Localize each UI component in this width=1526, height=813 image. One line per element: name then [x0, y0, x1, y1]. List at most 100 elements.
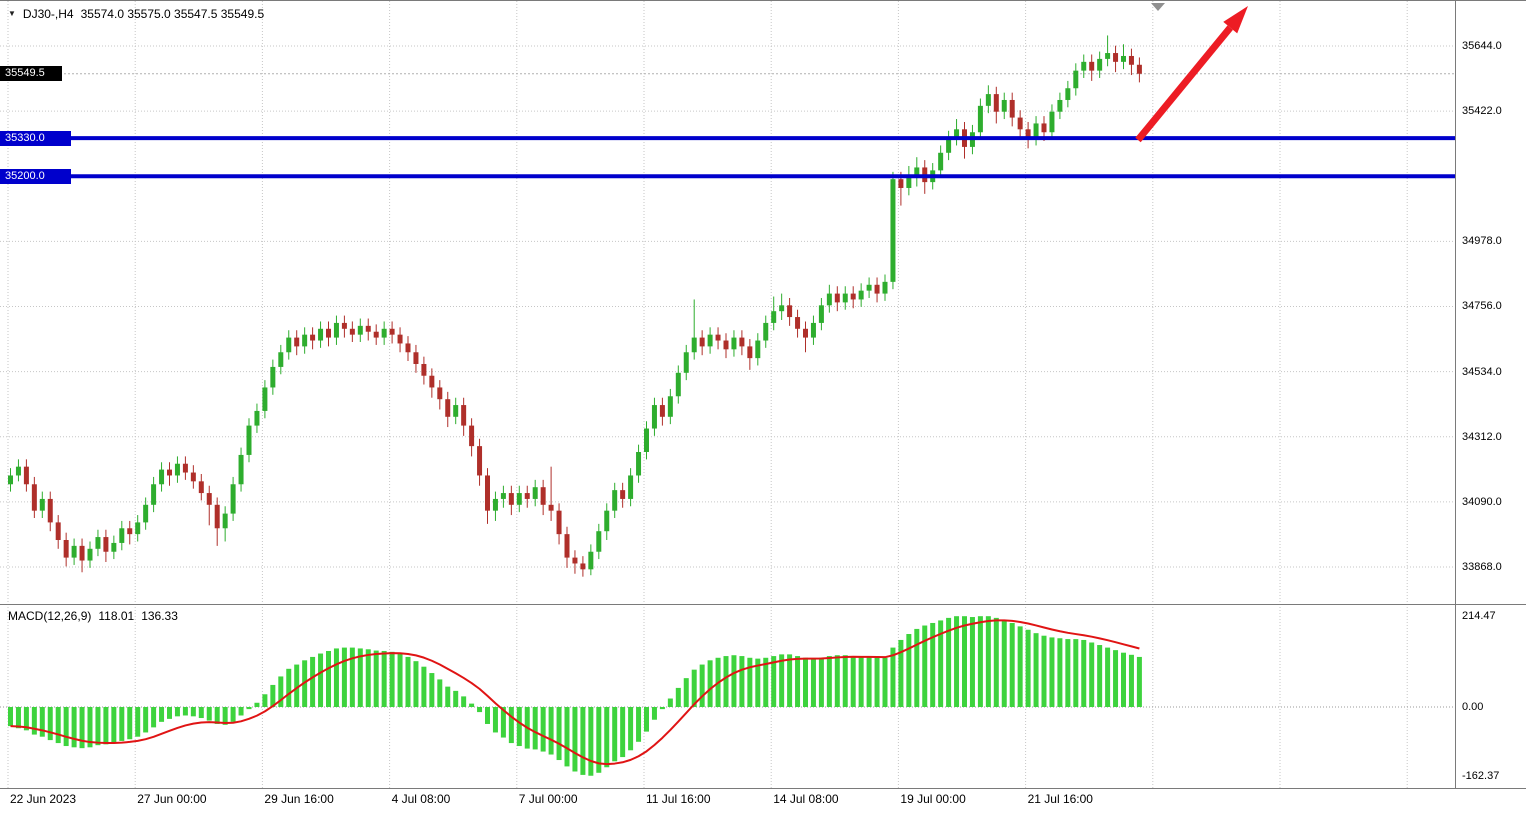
candle-bull	[95, 537, 101, 549]
candle-bull	[644, 428, 649, 452]
candle-bear	[850, 293, 856, 300]
candle-bear	[1017, 117, 1023, 130]
macd-histogram-bar	[254, 702, 260, 707]
candle-bull	[1121, 55, 1126, 62]
candle-bear	[620, 490, 626, 499]
macd-histogram-bar	[286, 668, 292, 707]
macd-histogram-bar	[636, 707, 642, 742]
candle-bear	[413, 352, 419, 364]
macd-histogram-bar	[683, 678, 689, 707]
macd-histogram-bar	[437, 679, 443, 707]
macd-histogram-bar	[1025, 629, 1031, 707]
candle-bull	[1065, 88, 1071, 100]
candle-bull	[636, 451, 642, 476]
trend-arrow-head[interactable]	[1223, 6, 1248, 34]
macd-histogram-bar	[580, 707, 586, 775]
candle-bear	[349, 328, 355, 335]
candle-bear	[993, 94, 999, 112]
macd-histogram-bar	[79, 707, 85, 749]
candle-bull	[1081, 61, 1087, 71]
macd-histogram-bar	[127, 707, 133, 740]
macd-histogram-bar	[230, 707, 236, 722]
macd-histogram-bar	[787, 654, 793, 707]
macd-histogram-bar	[644, 707, 649, 732]
candle-bull	[278, 352, 284, 367]
macd-histogram-bar	[182, 707, 188, 716]
macd-histogram-bar	[572, 707, 578, 772]
macd-histogram-bar	[1065, 639, 1071, 707]
candle-bull	[858, 290, 864, 300]
candle-bull	[691, 337, 697, 353]
candle-bear	[787, 305, 793, 318]
macd-histogram-bar	[962, 616, 967, 707]
macd-signal-line	[10, 619, 1140, 766]
candle-bear	[548, 504, 554, 511]
candle-bear	[429, 375, 435, 388]
macd-histogram-bar	[1081, 639, 1087, 707]
candle-bull	[151, 484, 157, 505]
macd-histogram-bar	[1057, 638, 1063, 707]
candle-bear	[421, 363, 427, 376]
macd-histogram-bar	[922, 625, 928, 707]
candle-bull	[1033, 123, 1039, 139]
candle-bear	[373, 331, 379, 338]
candle-bear	[659, 405, 665, 417]
macd-histogram-bar	[23, 707, 29, 731]
macd-histogram-bar	[508, 707, 514, 744]
macd-histogram-bar	[691, 669, 697, 707]
macd-histogram-bar	[532, 707, 538, 750]
macd-histogram-bar	[1001, 620, 1007, 707]
candle-bull	[1073, 70, 1079, 89]
candle-bear	[341, 322, 347, 329]
candle-bear	[103, 537, 109, 552]
candle-bull	[651, 405, 657, 429]
macd-histogram-bar	[866, 656, 872, 707]
macd-histogram-bar	[818, 657, 824, 707]
macd-histogram-bar	[326, 650, 331, 707]
macd-histogram-bar	[826, 656, 832, 707]
macd-histogram-bar	[1041, 635, 1047, 707]
macd-histogram-bar	[95, 707, 101, 746]
candle-bull	[842, 293, 848, 303]
candle-bear	[564, 534, 570, 558]
macd-histogram-bar	[556, 707, 562, 761]
macd-histogram-bar	[461, 696, 467, 707]
macd-signal-value: 136.33	[141, 609, 178, 623]
scroll-marker-icon[interactable]	[1151, 3, 1165, 11]
candle-bear	[167, 469, 172, 476]
candle-bear	[55, 522, 61, 541]
macd-histogram-bar	[167, 707, 172, 719]
macd-histogram-bar	[1136, 656, 1142, 707]
macd-histogram-bar	[731, 655, 737, 707]
candle-bear	[1113, 53, 1119, 62]
macd-histogram-bar	[278, 676, 284, 707]
macd-histogram-bar	[747, 657, 753, 707]
candle-bull	[302, 334, 308, 347]
candle-bull	[826, 293, 832, 306]
macd-histogram-bar	[103, 707, 109, 745]
macd-histogram-bar	[341, 647, 347, 707]
candle-bear	[485, 475, 490, 511]
macd-indicator-label: MACD(12,26,9) 118.01 136.33	[8, 609, 178, 623]
macd-histogram-bar	[31, 707, 37, 735]
macd-histogram-bar	[87, 707, 93, 748]
macd-histogram-bar	[977, 616, 983, 707]
candle-bull	[683, 352, 689, 373]
candle-bear	[23, 466, 29, 485]
symbol-dropdown-icon[interactable]: ▼	[8, 9, 16, 18]
candle-bull	[771, 311, 777, 323]
candle-bull	[818, 305, 824, 323]
trend-arrow-shaft[interactable]	[1135, 25, 1233, 143]
candle-bull	[111, 542, 117, 552]
candle-bear	[445, 399, 451, 417]
macd-histogram-bar	[564, 707, 570, 767]
candle-bear	[1128, 55, 1134, 65]
candle-bull	[119, 528, 125, 543]
macd-histogram-bar	[659, 707, 665, 710]
candle-bull	[532, 487, 538, 499]
candle-bear	[326, 328, 331, 338]
candle-bear	[1025, 129, 1031, 139]
candle-bear	[182, 463, 188, 473]
